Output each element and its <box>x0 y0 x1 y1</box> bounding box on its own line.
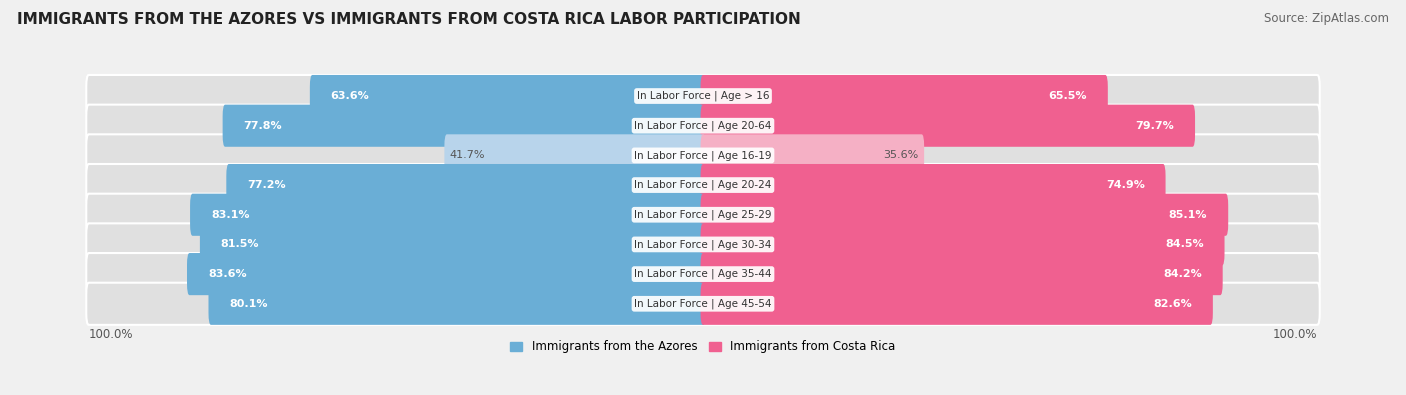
FancyBboxPatch shape <box>444 134 706 177</box>
FancyBboxPatch shape <box>700 134 924 177</box>
Text: In Labor Force | Age 30-34: In Labor Force | Age 30-34 <box>634 239 772 250</box>
Text: 80.1%: 80.1% <box>229 299 269 309</box>
Text: 83.1%: 83.1% <box>211 210 249 220</box>
FancyBboxPatch shape <box>700 253 1223 295</box>
Text: IMMIGRANTS FROM THE AZORES VS IMMIGRANTS FROM COSTA RICA LABOR PARTICIPATION: IMMIGRANTS FROM THE AZORES VS IMMIGRANTS… <box>17 12 800 27</box>
FancyBboxPatch shape <box>700 223 1320 265</box>
FancyBboxPatch shape <box>190 194 706 236</box>
Text: 79.7%: 79.7% <box>1136 121 1174 131</box>
FancyBboxPatch shape <box>700 105 1195 147</box>
Text: 77.8%: 77.8% <box>243 121 283 131</box>
Text: 84.5%: 84.5% <box>1166 239 1204 249</box>
FancyBboxPatch shape <box>86 134 706 177</box>
Text: In Labor Force | Age 45-54: In Labor Force | Age 45-54 <box>634 299 772 309</box>
Text: 65.5%: 65.5% <box>1049 91 1087 101</box>
FancyBboxPatch shape <box>700 194 1320 236</box>
FancyBboxPatch shape <box>700 164 1166 206</box>
Text: Source: ZipAtlas.com: Source: ZipAtlas.com <box>1264 12 1389 25</box>
Text: In Labor Force | Age 25-29: In Labor Force | Age 25-29 <box>634 209 772 220</box>
FancyBboxPatch shape <box>86 194 706 236</box>
Text: In Labor Force | Age 35-44: In Labor Force | Age 35-44 <box>634 269 772 279</box>
FancyBboxPatch shape <box>226 164 706 206</box>
Text: In Labor Force | Age > 16: In Labor Force | Age > 16 <box>637 91 769 101</box>
Text: 100.0%: 100.0% <box>1272 327 1317 340</box>
FancyBboxPatch shape <box>700 164 1320 206</box>
Text: In Labor Force | Age 16-19: In Labor Force | Age 16-19 <box>634 150 772 161</box>
FancyBboxPatch shape <box>700 194 1229 236</box>
FancyBboxPatch shape <box>187 253 706 295</box>
FancyBboxPatch shape <box>700 75 1108 117</box>
Text: 100.0%: 100.0% <box>89 327 134 340</box>
FancyBboxPatch shape <box>700 223 1225 265</box>
FancyBboxPatch shape <box>86 283 706 325</box>
FancyBboxPatch shape <box>309 75 706 117</box>
Text: 81.5%: 81.5% <box>221 239 259 249</box>
Text: 83.6%: 83.6% <box>208 269 246 279</box>
Text: 82.6%: 82.6% <box>1153 299 1192 309</box>
FancyBboxPatch shape <box>200 223 706 265</box>
FancyBboxPatch shape <box>700 253 1320 295</box>
Text: In Labor Force | Age 20-24: In Labor Force | Age 20-24 <box>634 180 772 190</box>
FancyBboxPatch shape <box>700 75 1320 117</box>
Legend: Immigrants from the Azores, Immigrants from Costa Rica: Immigrants from the Azores, Immigrants f… <box>506 336 900 358</box>
FancyBboxPatch shape <box>86 164 706 206</box>
FancyBboxPatch shape <box>700 134 1320 177</box>
FancyBboxPatch shape <box>86 105 706 147</box>
Text: 74.9%: 74.9% <box>1105 180 1144 190</box>
FancyBboxPatch shape <box>700 105 1320 147</box>
Text: 41.7%: 41.7% <box>450 150 485 160</box>
FancyBboxPatch shape <box>222 105 706 147</box>
Text: 35.6%: 35.6% <box>883 150 918 160</box>
FancyBboxPatch shape <box>86 75 706 117</box>
FancyBboxPatch shape <box>700 283 1213 325</box>
Text: 63.6%: 63.6% <box>330 91 370 101</box>
FancyBboxPatch shape <box>700 283 1320 325</box>
Text: 84.2%: 84.2% <box>1163 269 1202 279</box>
Text: In Labor Force | Age 20-64: In Labor Force | Age 20-64 <box>634 120 772 131</box>
Text: 85.1%: 85.1% <box>1168 210 1208 220</box>
FancyBboxPatch shape <box>208 283 706 325</box>
FancyBboxPatch shape <box>86 223 706 265</box>
Text: 77.2%: 77.2% <box>247 180 285 190</box>
FancyBboxPatch shape <box>86 253 706 295</box>
